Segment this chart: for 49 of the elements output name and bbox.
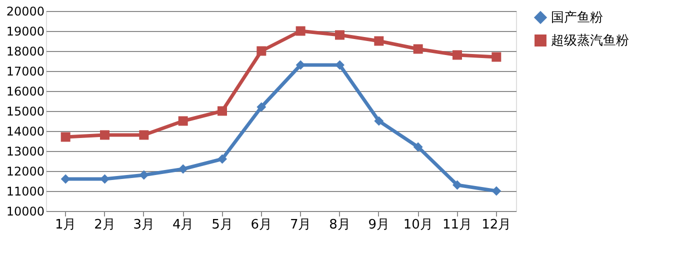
point [492, 186, 502, 196]
point [256, 102, 266, 112]
point [139, 170, 149, 180]
y-tick-label: 18000 [6, 44, 44, 58]
legend-label: 超级蒸汽鱼粉 [551, 34, 629, 48]
point [452, 180, 462, 190]
point [256, 46, 266, 56]
point [413, 44, 423, 54]
point [60, 132, 70, 142]
point [335, 30, 344, 40]
point [452, 50, 462, 60]
y-tick-label: 15000 [6, 104, 44, 118]
point [178, 164, 188, 174]
point [335, 60, 344, 70]
point [413, 142, 423, 152]
x-tick-label: 10月 [403, 218, 433, 232]
point [100, 174, 110, 184]
point [60, 174, 70, 184]
y-tick-label: 12000 [6, 164, 44, 178]
point [492, 52, 502, 62]
point [296, 26, 306, 36]
x-tick-label: 1月 [54, 218, 76, 232]
point [100, 130, 110, 140]
x-tick-label: 2月 [94, 218, 116, 232]
x-tick-label: 3月 [133, 218, 155, 232]
y-tick-label: 19000 [6, 24, 44, 38]
y-tick-label: 14000 [6, 124, 44, 138]
x-tick-label: 4月 [172, 218, 194, 232]
point [296, 60, 306, 70]
x-tick-label: 7月 [290, 218, 312, 232]
y-tick-label: 10000 [6, 204, 44, 218]
point [218, 106, 227, 116]
x-tick-label: 9月 [368, 218, 390, 232]
y-tick-label: 16000 [6, 84, 44, 98]
y-tick-label: 13000 [6, 144, 44, 158]
legend-label: 国产鱼粉 [551, 10, 603, 26]
y-tick-label: 20000 [6, 4, 44, 18]
point [374, 116, 384, 126]
y-tick-label: 17000 [6, 64, 44, 78]
point [218, 154, 227, 164]
x-tick-label: 11月 [442, 218, 472, 232]
y-tick-label: 11000 [6, 184, 44, 198]
point [178, 116, 188, 126]
x-tick-label: 8月 [329, 218, 350, 232]
point [374, 36, 384, 46]
x-tick-label: 5月 [212, 218, 233, 232]
point [139, 130, 149, 140]
x-tick-label: 6月 [250, 218, 272, 232]
x-tick-label: 12月 [482, 218, 512, 232]
